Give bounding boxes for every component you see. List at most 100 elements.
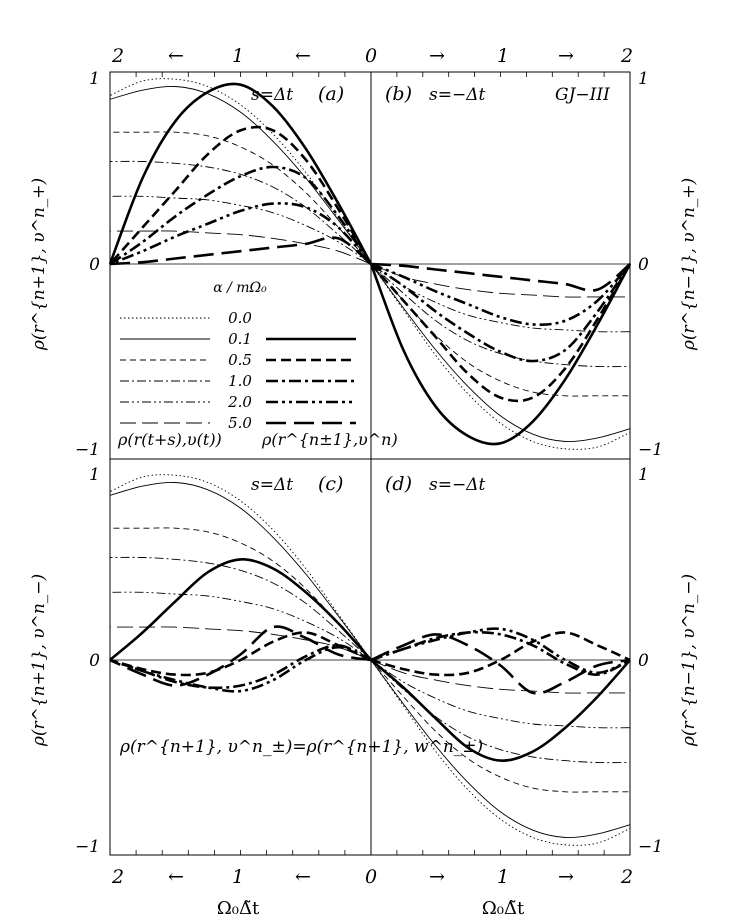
panel-a-thick-series-alpha-0.1 [108, 82, 373, 265]
ytick-left-top-m1: −1 [75, 440, 100, 460]
panel-a-thin-series-alpha-0.5 [110, 131, 372, 265]
panel-d-thin-series-alpha-5 [370, 659, 630, 694]
panel-c-thin-series-alpha-0.5 [110, 527, 372, 661]
legend: α / mΩ₀ 0.0 0.1 0.5 1.0 2.0 5.0 ρ(r(t+s),υ(t)… [117, 280, 398, 449]
top-axis-label-4: 0 [365, 45, 377, 67]
ylabel-right-bottom: ρ(r^{n−1}, υ^n_−) [679, 574, 699, 747]
ytick-right-bottom-m1: −1 [638, 837, 663, 857]
panel-d-label: (d) [385, 473, 412, 495]
panel-d-thick-series-alpha-0.5 [370, 631, 631, 677]
panel-d-frame [370, 458, 631, 856]
panel-b-label: (b) [385, 83, 412, 105]
top-axis-label-6: 1 [497, 45, 509, 67]
panel-c-thick-series-alpha-2 [109, 645, 372, 693]
ticks-layer [135, 72, 605, 855]
ytick-left-top-0: 0 [89, 255, 100, 275]
top-axis-label-2: 1 [232, 45, 244, 67]
top-axis-label-7: → [558, 45, 574, 67]
panel-b-thick-series-alpha-0.1 [369, 263, 632, 446]
panel-d-thick-series-alpha-5 [370, 633, 631, 695]
panel-b-thin-series-alpha-2 [370, 263, 631, 333]
panel-b-thin-series-alpha-5 [370, 263, 630, 298]
panel-d-s: s=−Δt [429, 475, 485, 495]
ytick-left-bottom-0: 0 [89, 651, 100, 671]
panel-c-thick-series-alpha-5 [109, 625, 372, 687]
bottom-axis-label-6: 1 [497, 866, 509, 888]
ylabel-right-top: ρ(r^{n−1}, υ^n_+) [679, 178, 699, 351]
ylabel-left-bottom: ρ(r^{n+1}, υ^n_−) [29, 574, 49, 747]
panel-b-thin-series-alpha-0.1 [370, 263, 631, 443]
legend-rows: 0.0 0.1 0.5 1.0 2.0 5.0 [120, 309, 356, 432]
panel-a-thin-series-alpha-2 [109, 195, 372, 265]
panel-b-thick-series-alpha-0.5 [370, 263, 632, 403]
curves-layer [108, 78, 632, 846]
legend-value-5.0: 5.0 [228, 414, 252, 432]
panel-b-thin-series-alpha-0.5 [370, 263, 630, 397]
panel-a-thick-series-alpha-2 [109, 202, 372, 266]
panel-b-tag: GJ−III [555, 85, 610, 105]
top-axis-label-8: 2 [620, 45, 633, 67]
ytick-right-top-m1: −1 [638, 440, 663, 460]
panel-a-label: (a) [318, 83, 344, 105]
panel-a-thin-series-alpha-5 [110, 230, 372, 265]
bottom-axis-label-0: 2 [111, 866, 124, 888]
panel-c-equation: ρ(r^{n+1}, υ^n_±)=ρ(r^{n+1}, w^n_±) [119, 737, 483, 757]
legend-header: α / mΩ₀ [213, 280, 267, 296]
panel-b-thin-series-alpha-1 [370, 263, 631, 368]
panel-c-thin-series-alpha-2 [109, 591, 372, 661]
bottom-axis-label-4: 0 [365, 866, 377, 888]
bottom-axis-label-2: 1 [232, 866, 244, 888]
top-axis-label-1: ← [168, 45, 184, 67]
legend-value-0.5: 0.5 [228, 351, 252, 369]
panel-c-thin-series-alpha-1 [109, 556, 372, 661]
panel-d-thick-series-alpha-0.1 [370, 659, 631, 762]
panel-c-thick-series-alpha-0.5 [109, 631, 372, 677]
panel-c-s: s=Δt [251, 475, 293, 495]
bottom-axis-label-8: 2 [620, 866, 633, 888]
ytick-left-bottom-1: 1 [89, 465, 100, 485]
legend-col1-label: ρ(r(t+s),υ(t)) [117, 430, 222, 449]
panel-b-thick-series-alpha-2 [370, 262, 631, 326]
panel-c-label: (c) [318, 473, 343, 495]
panel-d-thin-series-alpha-0.1 [370, 659, 631, 839]
panel-b-thick-series-alpha-1 [370, 262, 632, 363]
panel-d-thin-series-alpha-0.5 [370, 659, 630, 793]
panel-b-thick-series-alpha-5 [370, 262, 631, 292]
panel-b-s: s=−Δt [429, 85, 485, 105]
legend-value-0.1: 0.1 [228, 330, 252, 348]
panel-a-thick-series-alpha-0.5 [109, 125, 373, 265]
panel-a-thin-series-alpha-1 [109, 160, 372, 265]
panel-c-frame [109, 458, 372, 856]
panel-d-thick-series-alpha-1 [370, 630, 631, 676]
bottom-axis-label-7: → [558, 866, 574, 888]
panel-a-thick-series-alpha-1 [109, 165, 373, 266]
top-axis-label-3: ← [295, 45, 311, 67]
ytick-right-bottom-0: 0 [638, 651, 649, 671]
top-axis-label-5: → [429, 45, 445, 67]
panel-c-thin-series-alpha-0 [109, 474, 372, 661]
bottom-axis-label-5: → [429, 866, 445, 888]
ytick-right-top-0: 0 [638, 255, 649, 275]
panel-a-thick-series-alpha-5 [109, 236, 372, 266]
panel-c-thin-series-alpha-5 [110, 626, 372, 661]
legend-value-2.0: 2.0 [227, 393, 252, 411]
legend-value-1.0: 1.0 [228, 372, 252, 390]
ylabel-left-top: ρ(r^{n+1}, υ^n_+) [29, 178, 49, 351]
bottom-axis-label-1: ← [168, 866, 184, 888]
panel-a-s: s=Δt [251, 85, 293, 105]
panel-d-thin-series-alpha-2 [370, 659, 631, 729]
legend-col2-label: ρ(r^{n±1},υ^n) [261, 430, 398, 449]
panel-b-thin-series-alpha-0 [370, 263, 631, 450]
bottom-axis-label-3: ← [295, 866, 311, 888]
ytick-right-bottom-1: 1 [638, 465, 649, 485]
panel-c-thin-series-alpha-0.1 [109, 481, 372, 661]
bottom-axis-xlabel-left: Ω₀Δ̃t [217, 898, 260, 919]
ytick-left-bottom-m1: −1 [75, 837, 100, 857]
top-axis-label-0: 2 [111, 45, 124, 67]
ytick-right-top-1: 1 [638, 69, 649, 89]
legend-value-0.0: 0.0 [228, 309, 252, 327]
ytick-left-top-1: 1 [89, 69, 100, 89]
bottom-axis-xlabel-right: Ω₀Δ̃t [482, 898, 525, 919]
panel-d-thin-series-alpha-0 [370, 659, 631, 846]
